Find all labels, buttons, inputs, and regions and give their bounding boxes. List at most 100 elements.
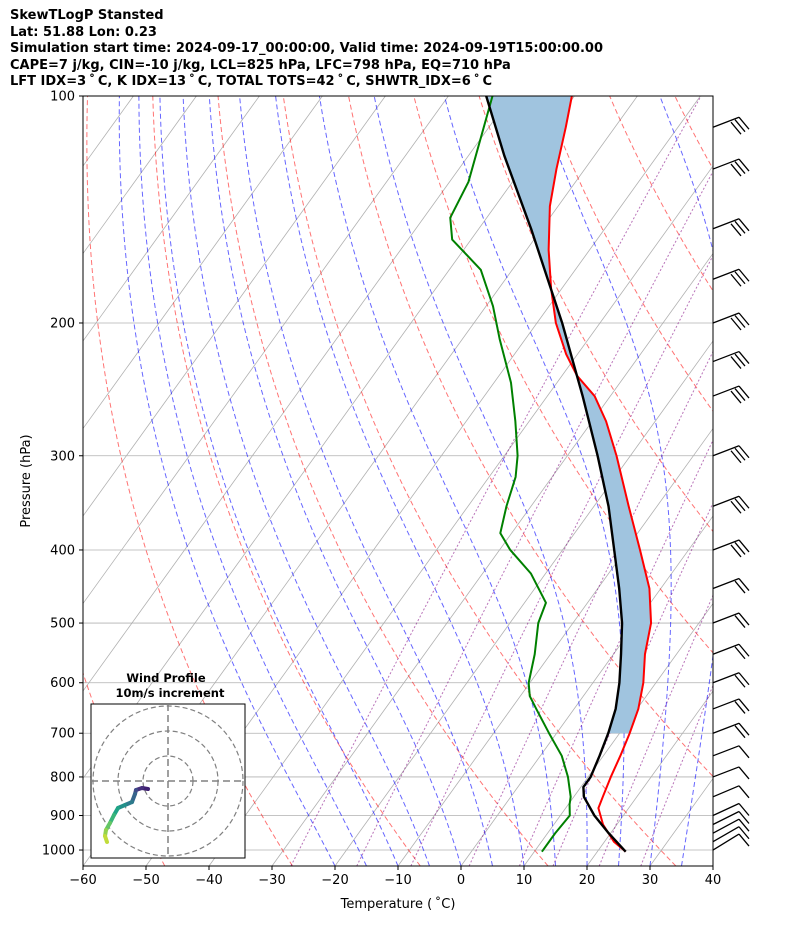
isotherm-gridline	[208, 165, 713, 866]
wind-barb-flag	[734, 646, 746, 660]
wind-barb-staff	[712, 312, 740, 324]
y-axis: 1000 900 800 700 600 500 400 300 200 100	[42, 90, 83, 859]
moist-adiabat	[373, 96, 588, 866]
x-axis: −60 −50 −40 −30 −20 −10 0 10 20 30 40	[69, 866, 721, 888]
wind-barb	[712, 722, 750, 739]
hodograph-segment	[103, 834, 109, 844]
wind-barb	[712, 833, 750, 851]
dry-adiabat	[86, 96, 293, 866]
dry-adiabat	[543, 96, 713, 413]
y-axis-label: Pressure (hPa)	[19, 434, 34, 527]
wind-barb	[712, 158, 750, 177]
wind-barb-staff	[712, 766, 740, 778]
chart-times: Simulation start time: 2024-09-17_00:00:…	[10, 41, 603, 56]
temperature-line	[547, 96, 653, 853]
wind-barb	[712, 350, 750, 369]
wind-barb-flag	[734, 447, 746, 461]
wind-barb-flag	[738, 385, 750, 399]
wind-barb	[712, 385, 750, 404]
y-tick-label: 100	[50, 90, 75, 105]
x-axis-label: Temperature ( ˚C)	[340, 896, 456, 912]
wind-barb-flag	[738, 445, 750, 459]
wind-barb	[712, 698, 750, 714]
x-tick-label: −40	[195, 873, 222, 888]
wind-barb-flag	[734, 542, 746, 555]
mixing-ratio-line	[356, 170, 713, 866]
dry-adiabat	[282, 96, 677, 866]
parcel-path-line	[485, 96, 627, 853]
wind-barb-staff	[712, 350, 740, 363]
wind-barb-flag	[738, 116, 750, 130]
wind-barb-staff	[712, 445, 740, 457]
isotherm-gridline	[523, 602, 713, 866]
wind-barb-flag	[734, 388, 746, 401]
wind-barb-flag	[730, 317, 742, 331]
dewpoint-line	[449, 96, 572, 853]
wind-barb-flag	[734, 725, 746, 739]
moist-adiabat	[443, 96, 625, 866]
wind-barb-flag	[730, 163, 742, 177]
wind-barb-flag	[734, 271, 746, 285]
wind-barb-flag	[734, 220, 746, 234]
wind-barb-flag	[738, 745, 750, 759]
y-tick-label: 1000	[42, 844, 75, 859]
wind-barb-flag	[738, 698, 750, 712]
cape-fill-layer	[486, 96, 652, 734]
wind-barb-flag	[738, 643, 750, 657]
wind-barb	[712, 818, 750, 834]
wind-barb	[712, 612, 750, 628]
wind-barb	[712, 445, 750, 464]
wind-barb-flag	[738, 672, 750, 686]
dry-adiabat	[740, 96, 794, 866]
wind-barb-staff	[712, 218, 740, 230]
mixing-ratio-line	[598, 594, 713, 866]
wind-barb	[712, 495, 750, 514]
wind-barb-flag	[738, 766, 750, 780]
mixing-ratio-line	[518, 438, 713, 866]
y-tick-label: 300	[50, 449, 75, 464]
wind-barb-flag	[738, 826, 750, 840]
cape-shaded-area	[486, 96, 652, 734]
wind-barb-flag	[738, 803, 750, 816]
x-tick-label: 10	[516, 873, 533, 888]
isotherm-gridline	[83, 96, 386, 517]
y-tick-label: 600	[50, 676, 75, 691]
wind-barb	[712, 218, 750, 237]
isotherm-gridline	[460, 515, 713, 866]
y-tick-label: 500	[50, 617, 75, 632]
wind-barb-staff	[712, 785, 740, 798]
moist-adiabat	[318, 96, 556, 866]
wind-barb	[712, 643, 750, 660]
wind-barb-flag	[738, 539, 750, 553]
y-tick-label: 400	[50, 543, 75, 558]
mixing-ratio-line	[640, 684, 713, 866]
mixing-ratio-line	[290, 96, 702, 866]
isotherm-gridline	[649, 777, 713, 866]
moist-adiabat	[159, 96, 399, 866]
moist-adiabat	[239, 96, 493, 866]
wind-barb	[712, 745, 750, 759]
dry-adiabat	[478, 96, 713, 533]
isotherm-gridline	[83, 96, 449, 605]
mixing-ratio-line	[552, 501, 713, 866]
x-tick-label: 40	[705, 873, 722, 888]
hodograph	[91, 704, 245, 858]
y-tick-label: 200	[50, 316, 75, 331]
wind-barb-flag	[730, 223, 742, 237]
wind-barb-flag	[738, 612, 750, 626]
wind-barb-staff	[712, 268, 740, 280]
wind-barb	[712, 116, 750, 135]
series-layer	[449, 96, 653, 853]
reference-lines	[83, 96, 794, 866]
isotherm-gridline	[271, 252, 713, 866]
y-tick-label: 800	[50, 770, 75, 785]
wind-barb-staff	[712, 818, 740, 834]
isotherm-gridline	[83, 96, 323, 430]
moist-adiabat	[182, 96, 430, 866]
wind-barb-flag	[734, 119, 746, 133]
wind-barb-flag	[734, 580, 746, 594]
dry-adiabat	[152, 96, 421, 866]
wind-barb-flag	[738, 578, 750, 591]
x-tick-label: −10	[384, 873, 411, 888]
